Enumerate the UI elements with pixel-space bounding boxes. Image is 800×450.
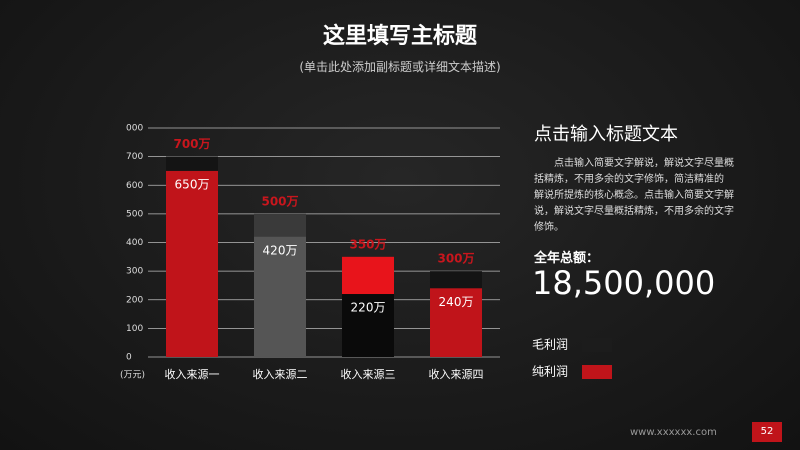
- legend-swatch: [582, 338, 612, 352]
- x-tick-label: 收入来源二: [253, 367, 308, 381]
- bar: [342, 294, 394, 357]
- side-paragraph: 点击输入简要文字解说，解说文字尽量概括精炼，不用多余的文字修饰，简洁精准的 解说…: [534, 158, 734, 233]
- side-heading: 点击输入标题文本: [534, 124, 678, 145]
- bar: [430, 288, 482, 357]
- y-tick-label: 100: [126, 324, 143, 334]
- legend-label: 纯利润: [532, 365, 568, 379]
- y-tick-label: 700: [126, 152, 143, 162]
- value-label: 350万: [349, 237, 386, 251]
- value-label: 420万: [263, 243, 298, 257]
- y-tick-label: 300: [126, 267, 143, 277]
- page-number: 52: [752, 422, 782, 442]
- y-tick-label: 500: [126, 209, 143, 219]
- y-unit: (万元): [120, 371, 145, 381]
- legend-swatch: [582, 365, 612, 379]
- x-tick-label: 收入来源三: [341, 367, 396, 381]
- value-label: 500万: [261, 194, 298, 208]
- x-tick-label: 收入来源四: [429, 367, 484, 381]
- legend-label: 毛利润: [532, 338, 568, 352]
- total-value: 18,500,000: [532, 264, 716, 302]
- title: 这里填写主标题: [322, 24, 477, 49]
- y-tick-label: 000: [126, 124, 143, 134]
- y-tick-label: 200: [126, 295, 143, 305]
- total-label: 全年总额：: [534, 251, 600, 266]
- footer-url: www.xxxxxx.com: [630, 427, 717, 438]
- x-tick-label: 收入来源一: [165, 367, 220, 381]
- value-label: 220万: [351, 301, 386, 315]
- bar: [254, 236, 306, 357]
- y-tick-label: 600: [126, 181, 143, 191]
- y-tick-label: 400: [126, 238, 143, 248]
- value-label: 300万: [437, 252, 474, 266]
- bar: [166, 170, 218, 357]
- value-label: 650万: [175, 177, 210, 191]
- subtitle: (单击此处添加副标题或详细文本描述): [299, 60, 501, 74]
- y-tick-label: 0: [126, 353, 132, 363]
- value-label: 700万: [173, 137, 210, 151]
- value-label: 240万: [439, 295, 474, 309]
